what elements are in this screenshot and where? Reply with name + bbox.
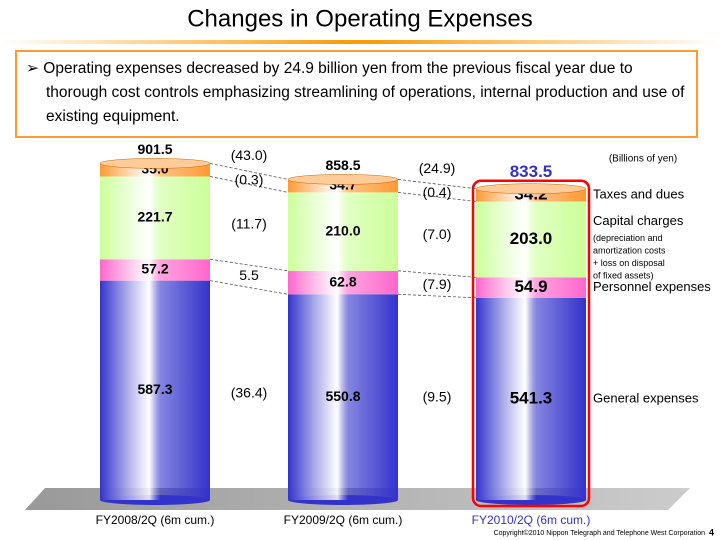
- segment-label: 62.8: [329, 273, 356, 289]
- segment-label: 54.9: [514, 277, 547, 296]
- summary-container: ➢ Operating expenses decreased by 24.9 b…: [26, 57, 692, 129]
- total-label: 858.5: [325, 157, 360, 173]
- connector: [397, 179, 477, 190]
- change-label: 5.5: [239, 267, 259, 283]
- bar-segment: [100, 176, 210, 260]
- connector: [209, 280, 289, 295]
- legend-label: Personnel expenses: [593, 279, 711, 294]
- summary: ➢ Operating expenses decreased by 24.9 b…: [26, 57, 692, 129]
- change-label: (0.4): [423, 184, 452, 200]
- slide-title: Changes in Operating Expenses: [187, 5, 533, 32]
- highlight-frame: [471, 179, 591, 508]
- bar-segment: [288, 294, 398, 500]
- change-label: (0.3): [235, 172, 264, 188]
- legend-note: (depreciation and: [593, 233, 663, 243]
- connector: [209, 176, 289, 193]
- summary-box: [15, 50, 698, 138]
- connector: [397, 270, 477, 278]
- segment-label: 203.0: [510, 229, 553, 248]
- change-label: (9.5): [423, 389, 452, 405]
- bar-segment: [476, 201, 586, 278]
- bar-segment: [288, 192, 398, 271]
- bullet: ➢: [26, 60, 44, 77]
- bar-segment: [100, 259, 210, 281]
- category-label: FY2008/2Q (6m cum.): [96, 513, 215, 527]
- total-label: 833.5: [510, 162, 553, 181]
- bar-segment: [288, 270, 398, 295]
- bar-top: [99, 158, 211, 169]
- connector: [397, 293, 477, 299]
- summary-text: Operating expenses decreased by 24.9 bil…: [43, 60, 685, 125]
- segment-label: 541.3: [510, 388, 553, 407]
- bar-segment: [100, 280, 210, 500]
- bar-top: [287, 174, 399, 185]
- legend-label: General expenses: [593, 390, 699, 405]
- change-label: (11.7): [231, 215, 267, 231]
- segment-label: 587.3: [137, 381, 172, 397]
- legend-label: Capital charges: [593, 213, 684, 228]
- change-label: (7.0): [423, 226, 452, 242]
- connector: [209, 163, 289, 180]
- bar-segment: [476, 297, 586, 500]
- category-label: FY2009/2Q (6m cum.): [284, 513, 403, 527]
- change-label: (7.9): [423, 276, 452, 292]
- bar-top: [475, 183, 587, 194]
- category-label: FY2010/2Q (6m cum.): [472, 513, 591, 527]
- segment-label: 57.2: [141, 261, 168, 277]
- segment-label: 210.0: [325, 222, 360, 238]
- segment-label: 221.7: [137, 209, 172, 225]
- unit-label: (Billions of yen): [609, 154, 677, 165]
- legend-note: of fixed assets): [593, 270, 654, 280]
- bar-segment: [476, 277, 586, 298]
- total-change-label: (24.9): [419, 160, 456, 176]
- legend-note: amortization costs: [593, 245, 666, 255]
- legend-note: + loss on disposal: [593, 258, 665, 268]
- legend-label: Taxes and dues: [593, 187, 685, 202]
- total-change-label: (43.0): [231, 147, 268, 163]
- change-label: (36.4): [231, 384, 268, 400]
- connector: [397, 191, 477, 202]
- copyright: Copyright©2010 Nippon Telegraph and Tele…: [494, 529, 706, 537]
- page-number: 4: [709, 527, 714, 537]
- connector: [209, 258, 289, 272]
- total-label: 901.5: [137, 141, 172, 157]
- segment-label: 550.8: [325, 388, 360, 404]
- title-underline: [0, 40, 720, 44]
